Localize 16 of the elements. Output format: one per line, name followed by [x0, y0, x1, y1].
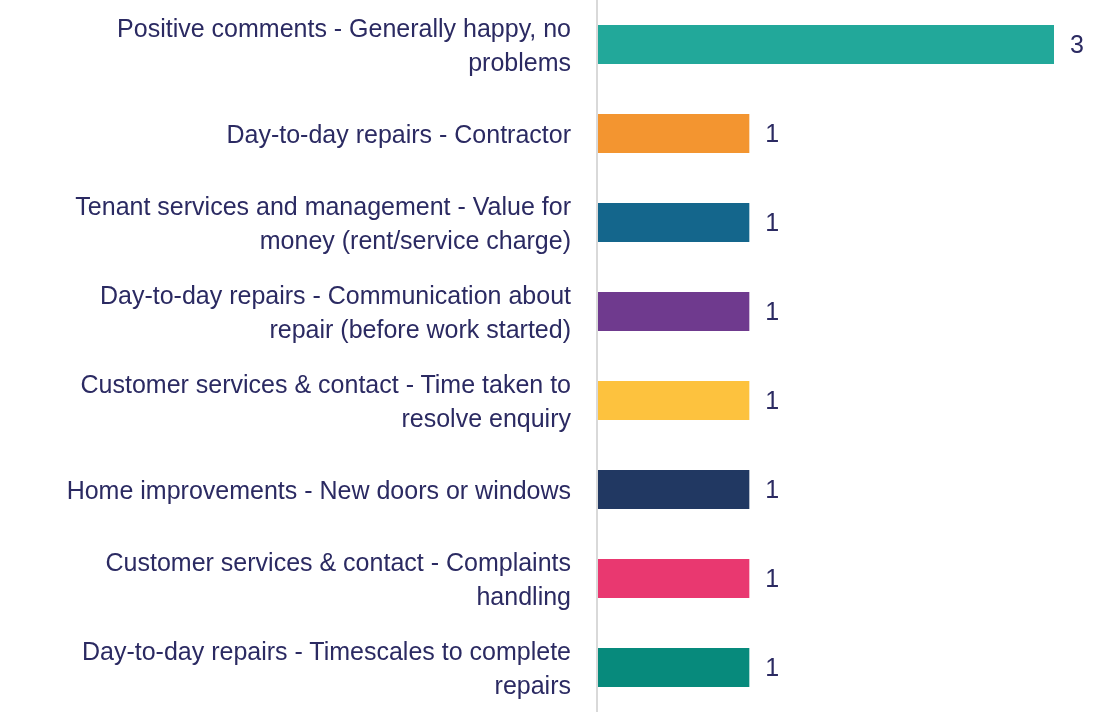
y-tick-label: Customer services & contact - Complaints handling	[105, 547, 571, 610]
y-tick-label: Home improvements - New doors or windows	[66, 475, 571, 504]
data-label: 1	[765, 475, 780, 504]
y-tick-label: Day-to-day repairs - Communication about repair (before work started)	[99, 280, 572, 343]
data-label: 1	[765, 119, 780, 148]
y-tick-label: Day-to-day repairs - Contractor	[226, 119, 571, 148]
y-tick-label: Customer services & contact - Time taken to resolve enquiry	[80, 369, 572, 432]
data-label: 1	[765, 653, 780, 682]
data-label: 1	[765, 297, 780, 326]
data-label: 1	[765, 208, 780, 237]
data-label: 1	[765, 386, 780, 415]
data-label: 3	[1070, 30, 1084, 59]
y-tick-label: Day-to-day repairs - Timescales to complete repairs	[81, 636, 571, 699]
y-tick-label: Tenant services and management - Value for money (rent/service charge)	[75, 191, 571, 254]
data-label: 1	[765, 564, 780, 593]
y-tick-label: Positive comments - Generally happy, no problems	[117, 13, 571, 76]
